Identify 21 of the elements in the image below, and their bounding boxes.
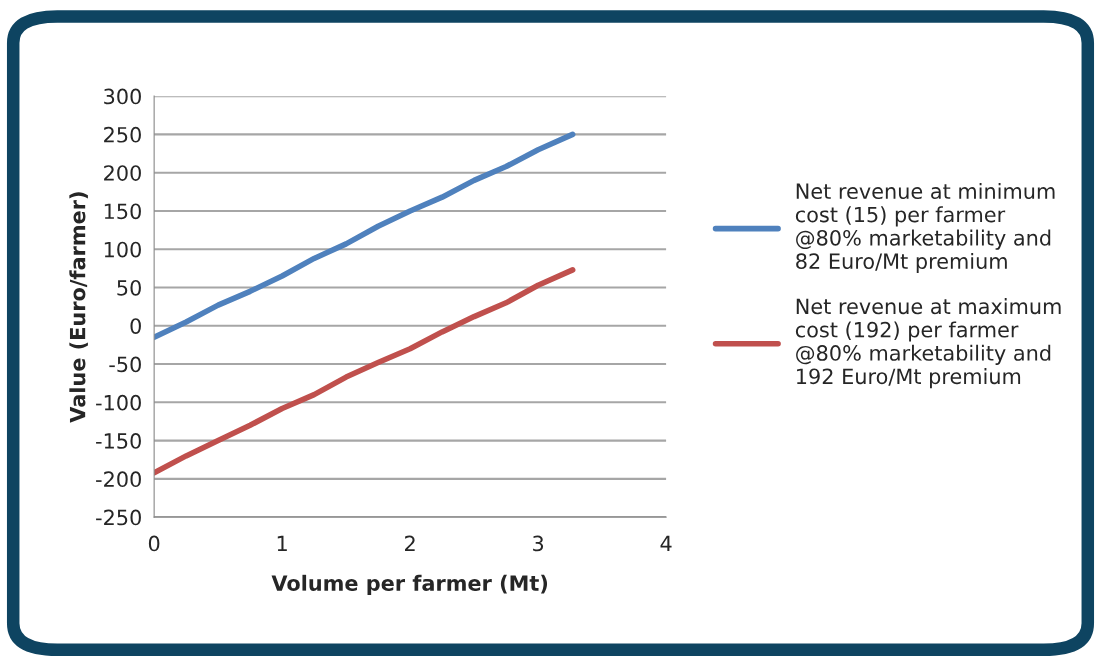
x-tick-label: 3 — [533, 535, 544, 552]
x-axis-title: Volume per farmer (Mt) — [271, 574, 548, 595]
y-tick-label: 100 — [104, 241, 141, 258]
y-tick-label: 50 — [117, 279, 141, 296]
y-tick-label: -250 — [96, 509, 141, 526]
legend-label: Net revenue at minimum cost (15) per farmer @80% marketability and 82 Euro/Mt premium — [795, 182, 1055, 274]
y-tick-label: -100 — [96, 394, 141, 411]
x-tick-label: 2 — [405, 535, 415, 552]
y-tick-label: 0 — [130, 318, 141, 334]
x-tick-label: 1 — [277, 535, 287, 552]
y-tick-label: -50 — [109, 356, 141, 373]
y-tick-label: -150 — [96, 433, 141, 449]
x-tick-label: 0 — [148, 535, 160, 552]
legend-label: Net revenue at maximum cost (192) per farmer @80% marketability and 192 Euro/Mt premium — [795, 298, 1061, 389]
x-tick-label: 4 — [660, 535, 672, 552]
y-tick-label: 250 — [104, 126, 141, 143]
y-tick-label: -200 — [96, 471, 141, 488]
y-tick-label: 150 — [104, 203, 141, 220]
y-tick-label: 200 — [104, 165, 141, 181]
y-axis-title: Value (Euro/farmer) — [69, 192, 88, 423]
y-tick-label: 300 — [104, 88, 141, 105]
